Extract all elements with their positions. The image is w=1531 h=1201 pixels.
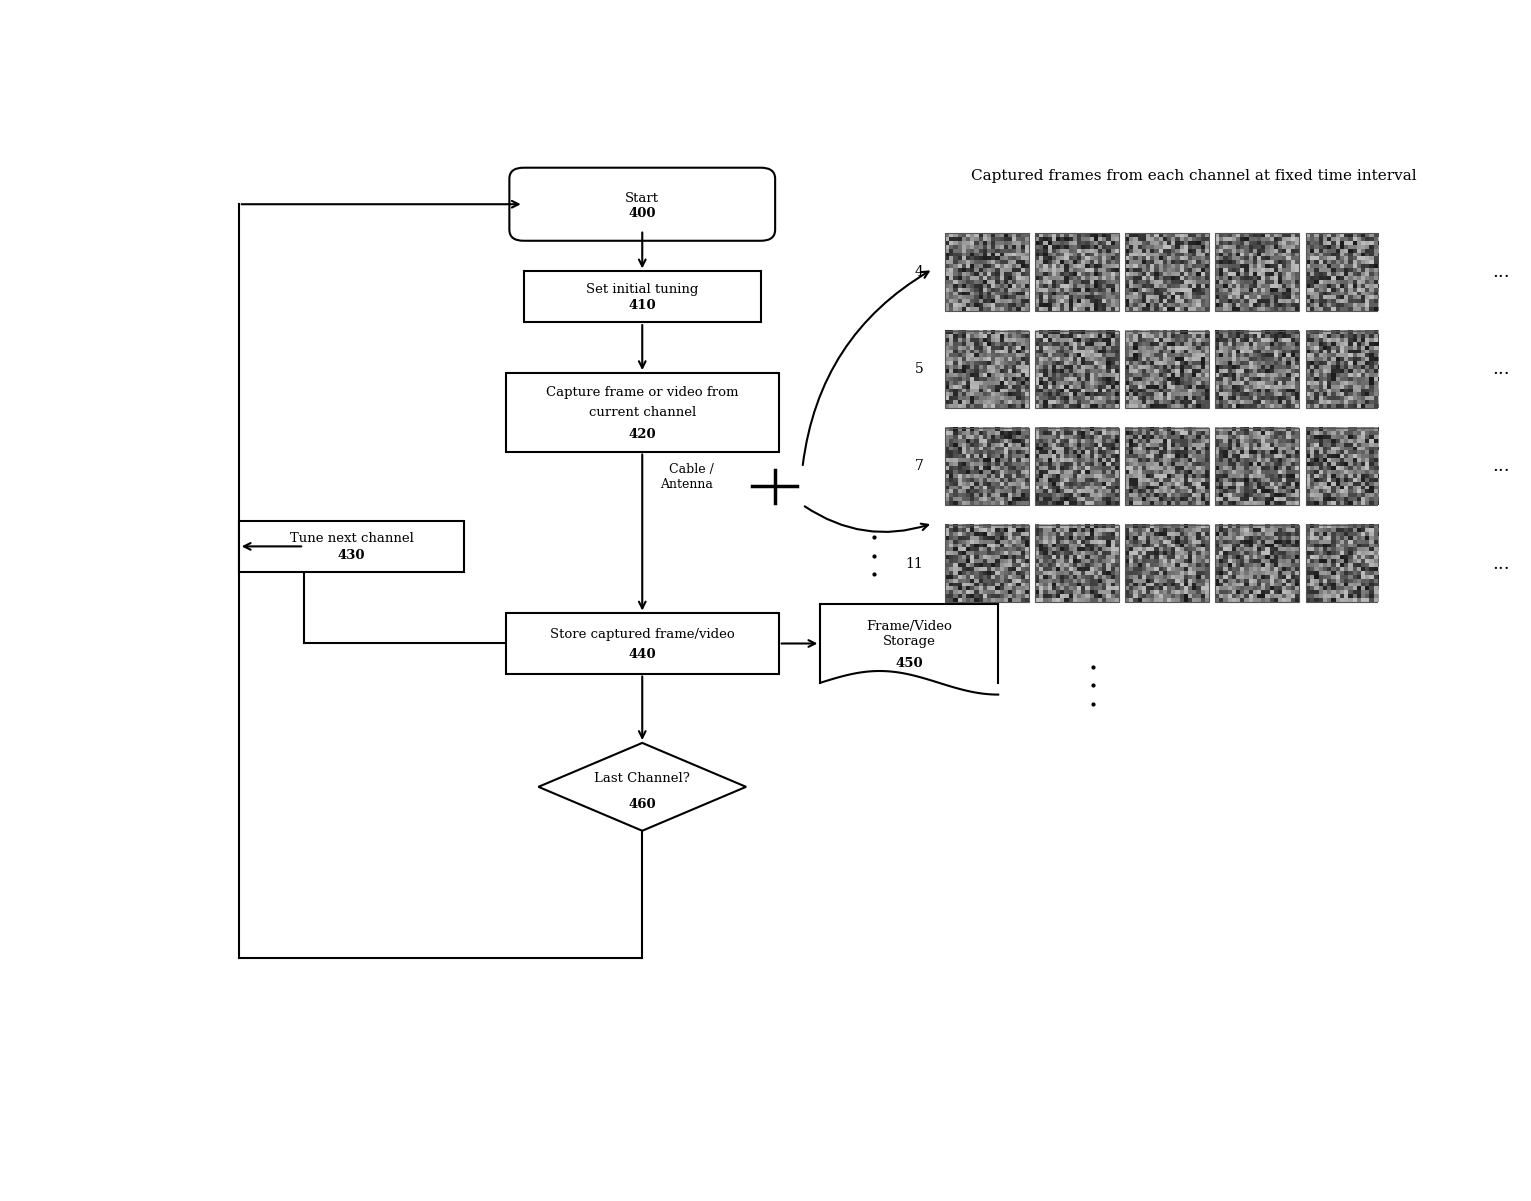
Text: Tune next channel: Tune next channel [289,532,413,545]
Bar [945,525,1029,603]
Bar [1216,428,1300,506]
Bar [945,330,1029,408]
Bar [1035,233,1119,311]
PathPatch shape [821,604,998,694]
Text: 11: 11 [906,556,923,570]
Bar [1125,330,1209,408]
Text: Set initial tuning: Set initial tuning [586,282,698,295]
Text: 410: 410 [628,299,657,312]
Text: 7: 7 [914,460,923,473]
Text: Frame/Video: Frame/Video [867,620,952,633]
Text: 450: 450 [896,657,923,670]
Bar [1396,233,1479,311]
Bar [1396,525,1479,603]
Bar [1306,233,1390,311]
Bar [1125,428,1209,506]
Bar [1396,330,1479,408]
Text: 5: 5 [914,363,923,376]
Text: ...: ... [1491,360,1510,378]
Bar [1035,525,1119,603]
FancyArrowPatch shape [802,271,929,465]
Bar [1306,525,1390,603]
Bar [505,614,779,674]
Bar [239,521,464,572]
Bar [1035,330,1119,408]
Text: 4: 4 [914,265,923,280]
Bar [1125,525,1209,603]
Bar [1396,428,1479,506]
Bar [945,233,1029,311]
Text: 460: 460 [628,797,657,811]
Bar [1216,525,1300,603]
Text: 440: 440 [628,647,657,661]
FancyArrowPatch shape [805,507,928,532]
Polygon shape [539,743,746,831]
Text: Capture frame or video from: Capture frame or video from [547,387,738,399]
Bar [1216,330,1300,408]
Bar [1216,233,1300,311]
Bar [1125,233,1209,311]
Bar [1306,330,1390,408]
Text: Cable /
Antenna: Cable / Antenna [660,464,713,491]
Text: Captured frames from each channel at fixed time interval: Captured frames from each channel at fix… [971,169,1416,184]
Text: Last Channel?: Last Channel? [594,771,690,784]
Text: 430: 430 [338,549,366,562]
Text: ...: ... [1491,458,1510,476]
Text: ...: ... [1491,555,1510,573]
Text: Storage: Storage [883,635,935,649]
Bar [1035,428,1119,506]
Text: ...: ... [1491,263,1510,281]
Bar [945,428,1029,506]
FancyBboxPatch shape [510,168,775,240]
Bar [505,374,779,452]
Text: Start: Start [625,192,660,204]
Text: Store captured frame/video: Store captured frame/video [550,628,735,641]
Text: 420: 420 [628,428,657,441]
Text: current channel: current channel [588,406,697,419]
Text: 400: 400 [629,207,655,220]
Bar [1306,428,1390,506]
Bar [524,271,761,322]
